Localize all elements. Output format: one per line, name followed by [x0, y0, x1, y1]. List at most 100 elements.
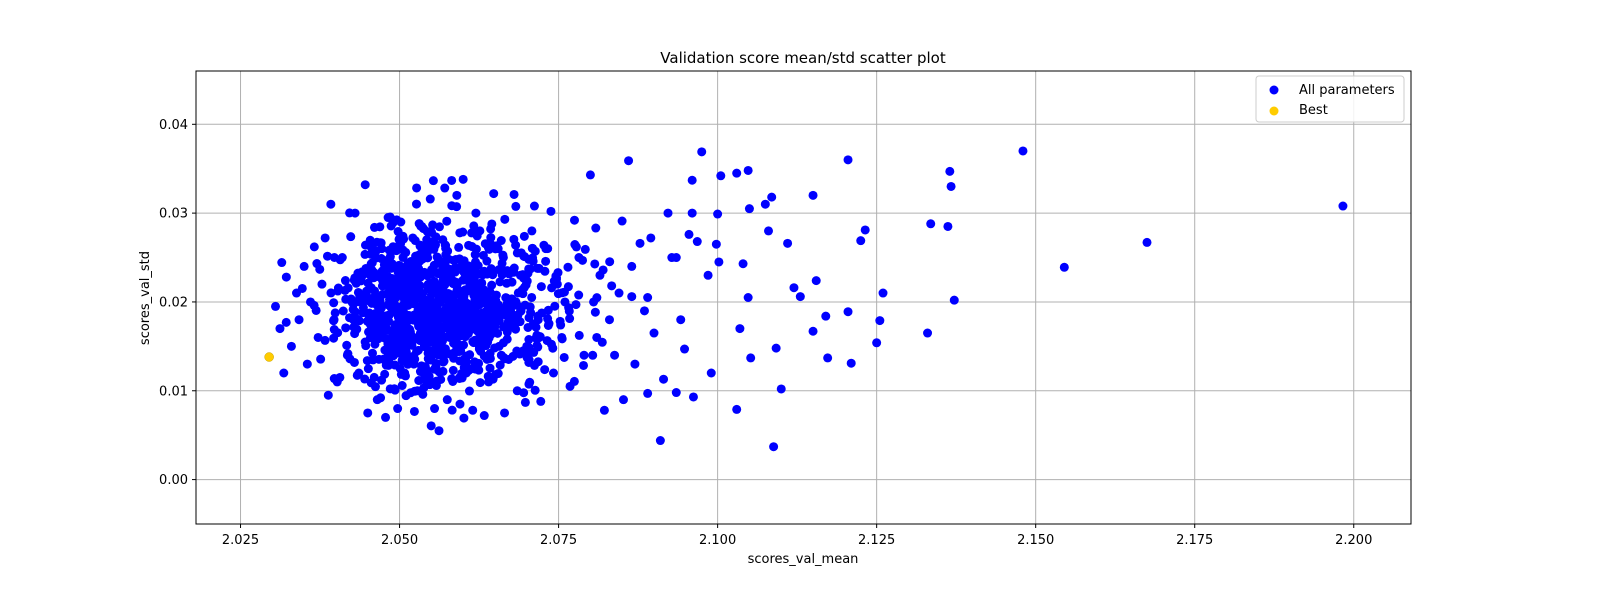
scatter-point-all-parameters: [445, 306, 455, 316]
scatter-point-all-parameters: [531, 322, 541, 332]
scatter-point-all-parameters: [550, 301, 560, 311]
scatter-point-all-parameters: [403, 288, 413, 298]
scatter-point-all-parameters: [299, 261, 309, 271]
scatter-point-all-parameters: [426, 421, 436, 431]
scatter-point-all-parameters: [373, 301, 383, 311]
scatter-point-all-parameters: [605, 257, 615, 267]
scatter-point-all-parameters: [610, 350, 620, 360]
scatter-point-all-parameters: [493, 244, 503, 254]
x-tick-label: 2.100: [699, 533, 736, 548]
scatter-point-all-parameters: [543, 305, 553, 315]
scatter-point-all-parameters: [476, 326, 486, 336]
scatter-point-all-parameters: [635, 238, 645, 248]
scatter-point-all-parameters: [322, 251, 332, 261]
scatter-point-all-parameters: [591, 223, 601, 233]
scatter-point-all-parameters: [381, 412, 391, 422]
scatter-point-all-parameters: [471, 308, 481, 318]
scatter-point-all-parameters: [496, 350, 506, 360]
scatter-point-all-parameters: [286, 341, 296, 351]
scatter-point-all-parameters: [385, 277, 395, 287]
scatter-point-all-parameters: [501, 293, 511, 303]
scatter-point-all-parameters: [398, 305, 408, 315]
scatter-point-all-parameters: [315, 264, 325, 274]
scatter-point-all-parameters: [381, 360, 391, 370]
scatter-point-all-parameters: [579, 350, 589, 360]
scatter-point-all-parameters: [716, 171, 726, 181]
scatter-point-all-parameters: [711, 239, 721, 249]
scatter-point-all-parameters: [480, 297, 490, 307]
scatter-point-all-parameters: [429, 364, 439, 374]
scatter-point-all-parameters: [407, 331, 417, 341]
scatter-point-all-parameters: [360, 180, 370, 190]
scatter-point-all-parameters: [767, 192, 777, 202]
scatter-point-all-parameters: [485, 363, 495, 373]
scatter-point-all-parameters: [614, 288, 624, 298]
scatter-point-all-parameters: [475, 269, 485, 279]
scatter-point-all-parameters: [358, 270, 368, 280]
scatter-point-all-parameters: [395, 331, 405, 341]
scatter-point-all-parameters: [423, 354, 433, 364]
scatter-point-all-parameters: [457, 256, 467, 266]
legend-marker-best: [1269, 106, 1279, 116]
scatter-point-all-parameters: [692, 237, 702, 247]
scatter-point-all-parameters: [630, 359, 640, 369]
scatter-point-all-parameters: [478, 250, 488, 260]
scatter-point-all-parameters: [471, 227, 481, 237]
scatter-point-all-parameters: [687, 208, 697, 218]
scatter-point-all-parameters: [341, 323, 351, 333]
scatter-point-all-parameters: [519, 231, 529, 241]
scatter-point-all-parameters: [671, 253, 681, 263]
scatter-point-all-parameters: [279, 368, 289, 378]
scatter-point-all-parameters: [627, 292, 637, 302]
scatter-point-all-parameters: [548, 343, 558, 353]
scatter-point-all-parameters: [452, 287, 462, 297]
scatter-point-all-parameters: [363, 364, 373, 374]
legend-label-best: Best: [1299, 103, 1328, 118]
scatter-point-all-parameters: [465, 270, 475, 280]
scatter-point-all-parameters: [516, 248, 526, 258]
scatter-point-all-parameters: [432, 350, 442, 360]
scatter-point-all-parameters: [431, 376, 441, 386]
scatter-point-all-parameters: [735, 324, 745, 334]
scatter-point-all-parameters: [464, 261, 474, 271]
scatter-point-all-parameters: [393, 404, 403, 414]
scatter-point-all-parameters: [440, 183, 450, 193]
scatter-point-all-parameters: [543, 320, 553, 330]
scatter-point-all-parameters: [697, 147, 707, 157]
legend-box: [1255, 75, 1405, 123]
scatter-point-all-parameters: [425, 279, 435, 289]
scatter-point-all-parameters: [452, 279, 462, 289]
scatter-point-all-parameters: [744, 204, 754, 214]
data-points: [264, 146, 1348, 452]
scatter-point-all-parameters: [571, 300, 581, 310]
scatter-point-all-parameters: [592, 332, 602, 342]
scatter-point-all-parameters: [317, 279, 327, 289]
scatter-point-all-parameters: [569, 215, 579, 225]
scatter-point-all-parameters: [512, 386, 522, 396]
scatter-point-all-parameters: [738, 259, 748, 269]
scatter-point-all-parameters: [407, 261, 417, 271]
scatter-point-all-parameters: [454, 373, 464, 383]
scatter-point-all-parameters: [494, 341, 504, 351]
grid-lines: [196, 71, 1411, 524]
scatter-point-all-parameters: [333, 283, 343, 293]
scatter-point-all-parameters: [565, 314, 575, 324]
scatter-point-all-parameters: [515, 270, 525, 280]
scatter-point-all-parameters: [375, 322, 385, 332]
scatter-point-all-parameters: [459, 413, 469, 423]
x-axis-label: scores_val_mean: [748, 552, 859, 567]
scatter-point-all-parameters: [571, 242, 581, 252]
scatter-point-all-parameters: [676, 315, 686, 325]
scatter-point-all-parameters: [458, 227, 468, 237]
scatter-point-all-parameters: [454, 242, 464, 252]
x-tick-label: 2.150: [1017, 533, 1054, 548]
scatter-point-all-parameters: [529, 201, 539, 211]
scatter-point-all-parameters: [590, 307, 600, 317]
scatter-point-all-parameters: [281, 317, 291, 327]
scatter-point-all-parameters: [329, 325, 339, 335]
scatter-point-all-parameters: [447, 405, 457, 415]
scatter-point-all-parameters: [687, 175, 697, 185]
scatter-point-all-parameters: [424, 298, 434, 308]
scatter-point-all-parameters: [330, 308, 340, 318]
